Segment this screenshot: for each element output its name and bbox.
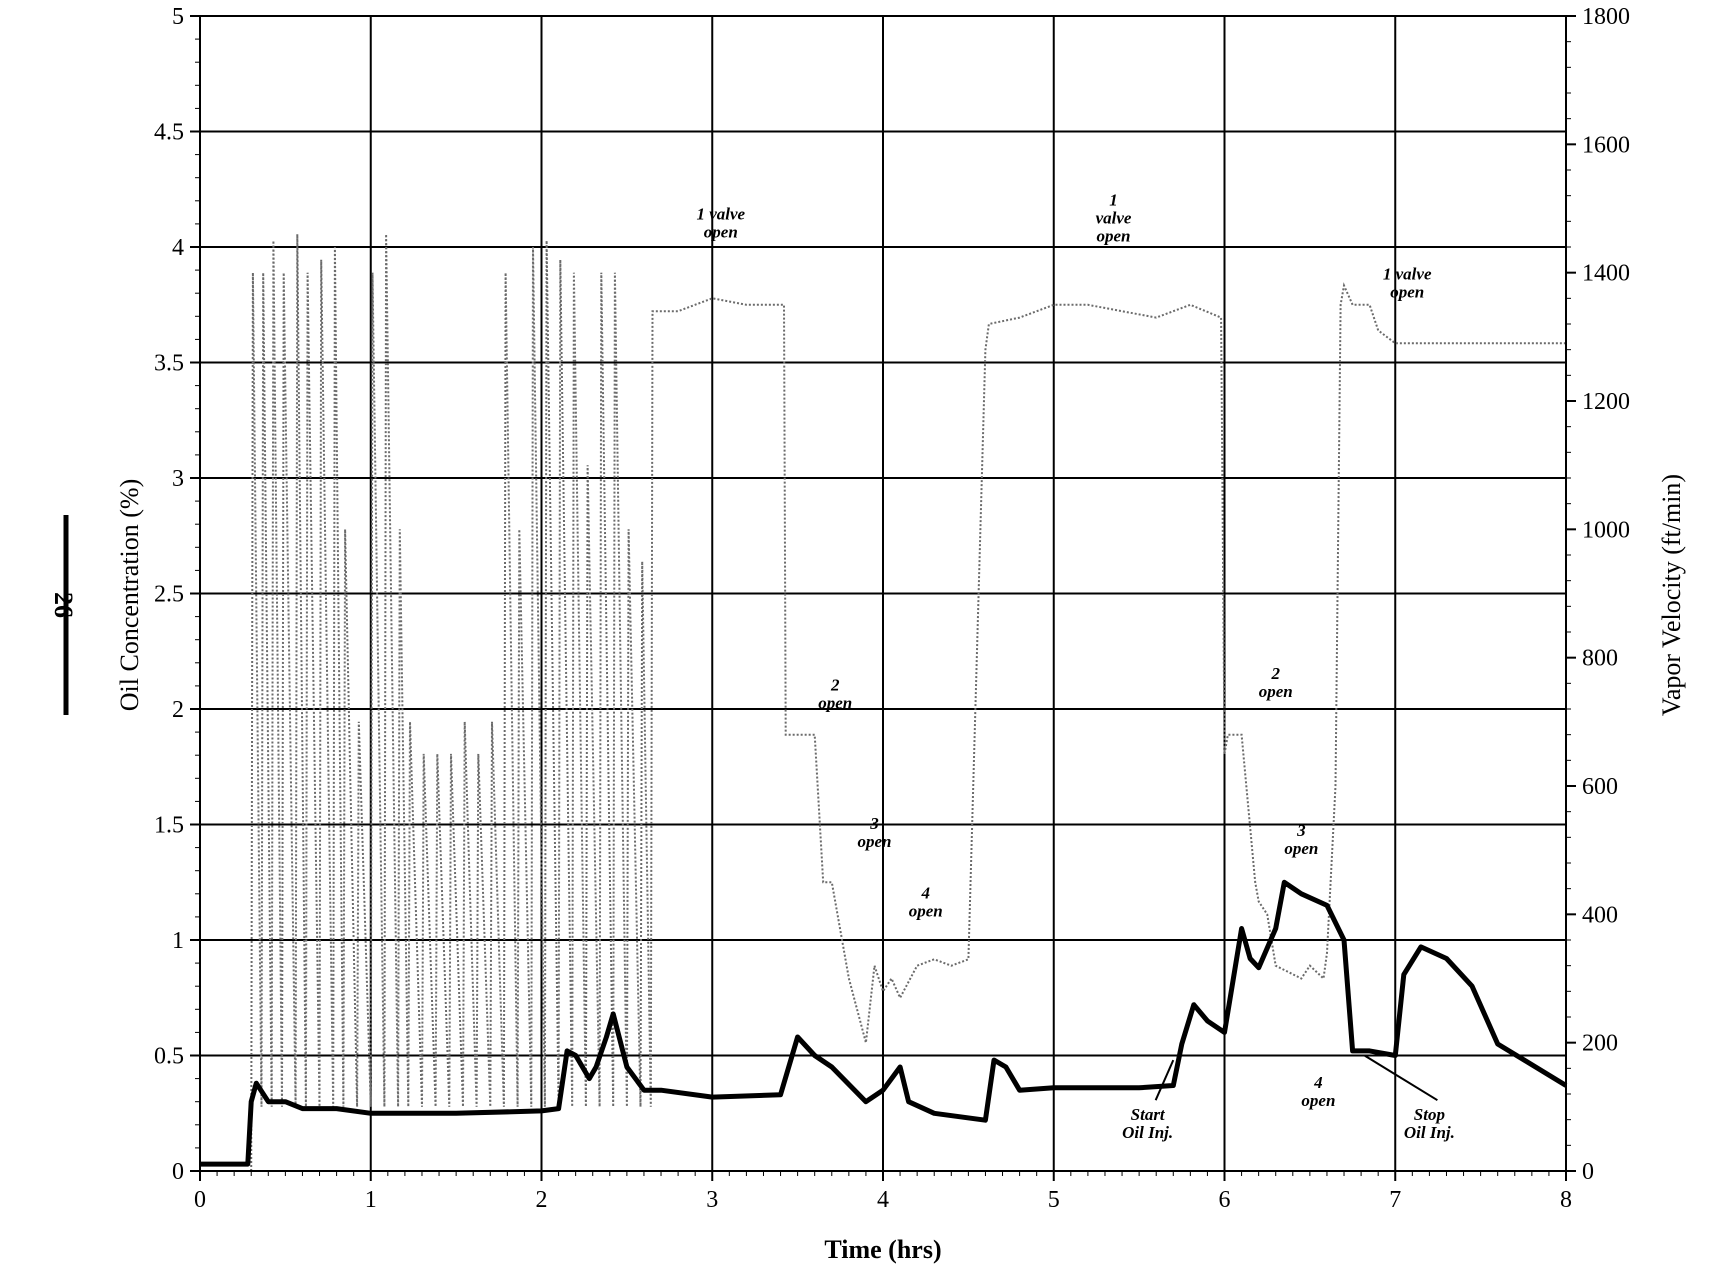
- annotations: 1 valveopen2open3open4open1valveopen2ope…: [696, 190, 1454, 1142]
- y-tick-label-left: 0: [172, 1159, 184, 1185]
- x-tick-label: 5: [1048, 1187, 1060, 1213]
- annotation-arrow: [1363, 1054, 1438, 1102]
- x-tick-label: 8: [1560, 1187, 1572, 1213]
- y-axis-label-left: Oil Concentration (%): [115, 479, 144, 712]
- x-tick-label: 7: [1389, 1187, 1401, 1213]
- y-tick-label-left: 0.5: [154, 1044, 184, 1070]
- annotation-text: 1 valve: [1383, 264, 1432, 283]
- annotation-text: Stop: [1414, 1105, 1445, 1124]
- annotation-text: open: [1301, 1091, 1335, 1110]
- annotation-arrow: [1154, 1059, 1175, 1101]
- annotation-text: valve: [1096, 208, 1132, 227]
- x-tick-label: 4: [877, 1187, 889, 1213]
- series-oil-concentration: [200, 879, 1568, 1167]
- ticks: 0 1 2 3 4 5 6 7 800.511.522.533.544.550200400600…: [154, 4, 1630, 1213]
- annotation-text: Oil Inj.: [1122, 1123, 1173, 1142]
- x-axis-label: Time (hrs): [824, 1235, 941, 1264]
- y-tick-label-right: 1000: [1582, 517, 1630, 543]
- y-tick-label-right: 200: [1582, 1031, 1618, 1057]
- x-tick-label: 2: [536, 1187, 548, 1213]
- annotation-text: 2: [830, 676, 840, 695]
- series-layer: [200, 234, 1568, 1172]
- annotation-text: open: [704, 222, 738, 241]
- annotation-text: 4: [1313, 1073, 1323, 1092]
- annotation-text: open: [857, 832, 891, 851]
- annotation-text: 4: [920, 883, 930, 902]
- annotation-text: open: [1097, 226, 1131, 245]
- x-tick-label: 6: [1219, 1187, 1231, 1213]
- annotation-text: open: [818, 694, 852, 713]
- y-tick-label-right: 1400: [1582, 261, 1630, 287]
- series-vapor-velocity: [250, 234, 1566, 1172]
- annotation-text: 1 valve: [696, 204, 745, 223]
- y-tick-label-right: 1200: [1582, 389, 1630, 415]
- y-tick-label-right: 0: [1582, 1159, 1594, 1185]
- annotation-text: open: [1284, 839, 1318, 858]
- annotation-text: open: [1259, 682, 1293, 701]
- y-tick-label-left: 3.5: [154, 351, 184, 377]
- x-tick-label: 1: [365, 1187, 377, 1213]
- gridlines: [199, 15, 1567, 1172]
- y-tick-label-right: 1600: [1582, 132, 1630, 158]
- y-tick-label-right: 800: [1582, 646, 1618, 672]
- annotation-text: open: [1390, 282, 1424, 301]
- y-axis-label-right: Vapor Velocity (ft/min): [1657, 474, 1686, 716]
- y-tick-label-right: 600: [1582, 774, 1618, 800]
- annotation-text: 3: [869, 814, 879, 833]
- y-tick-label-left: 1: [172, 928, 184, 954]
- y-tick-label-left: 4: [172, 235, 184, 261]
- x-tick-label: 3: [706, 1187, 718, 1213]
- y-tick-label-right: 1800: [1582, 4, 1630, 30]
- annotation-text: Oil Inj.: [1404, 1123, 1455, 1142]
- y-tick-label-left: 2: [172, 697, 184, 723]
- annotation-text: 2: [1270, 664, 1280, 683]
- annotation-text: 1: [1109, 190, 1118, 209]
- y-tick-label-left: 4.5: [154, 120, 184, 146]
- y-tick-label-left: 3: [172, 466, 184, 492]
- annotation-text: Start: [1131, 1105, 1166, 1124]
- y-tick-label-right: 400: [1582, 902, 1618, 928]
- y-tick-label-left: 1.5: [154, 813, 184, 839]
- annotation-text: open: [909, 901, 943, 920]
- y-tick-label-left: 2.5: [154, 582, 184, 608]
- y-tick-label-left: 5: [172, 4, 184, 30]
- x-tick-label: 0: [194, 1187, 206, 1213]
- annotation-text: 3: [1296, 821, 1306, 840]
